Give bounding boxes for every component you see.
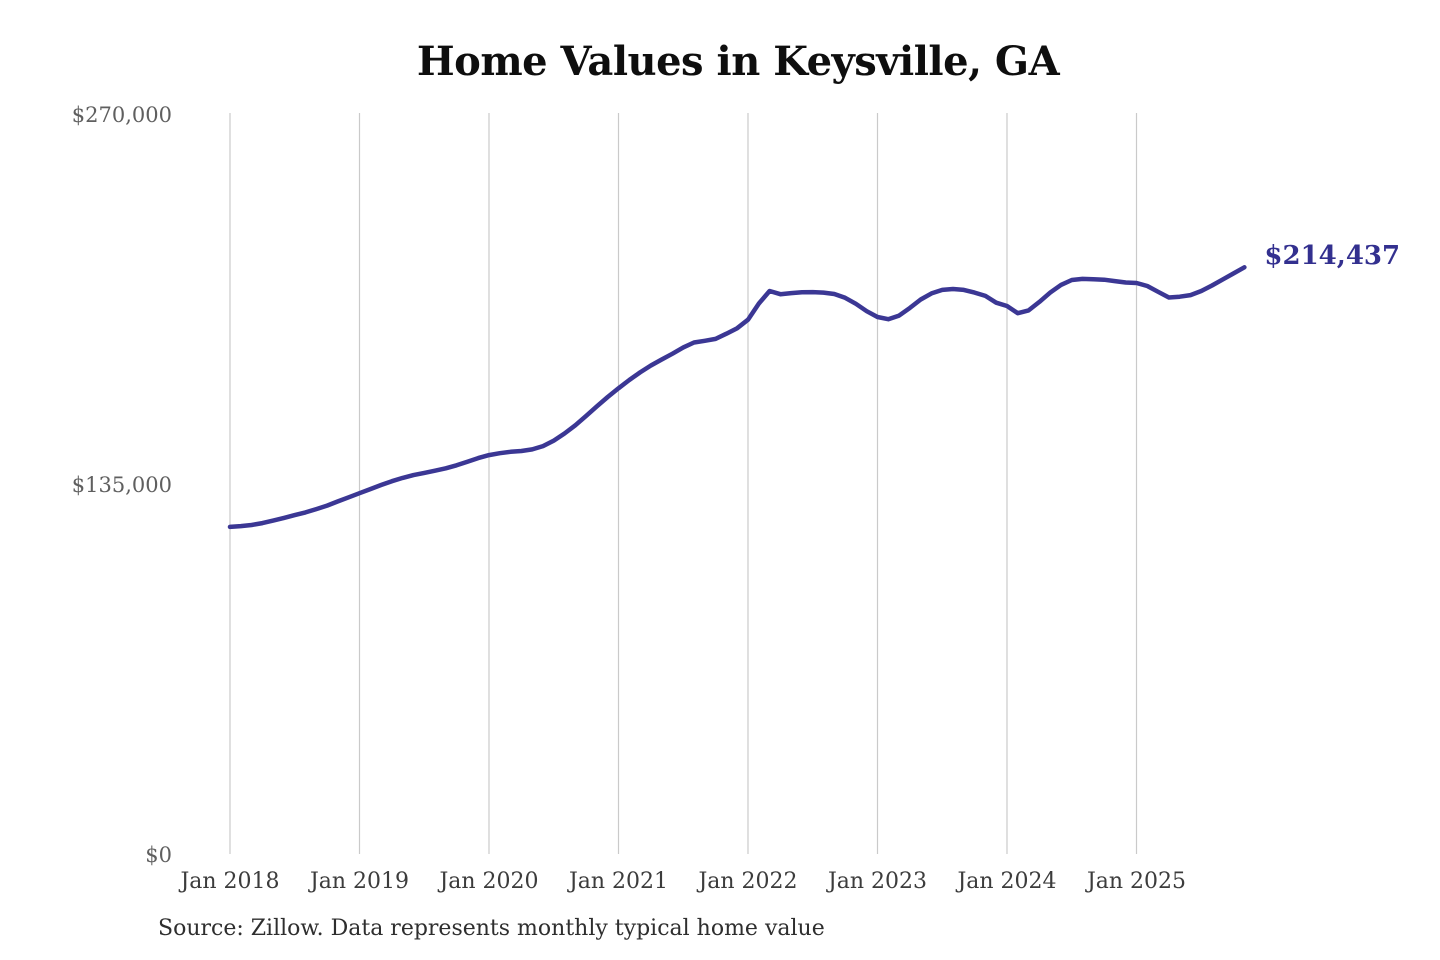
y-axis-tick-label: $0 [145,843,172,867]
x-axis-tick-label: Jan 2019 [308,869,409,894]
home-value-line-series [227,265,1247,530]
x-axis-tick-label: Jan 2021 [567,869,668,894]
x-axis-tick-label: Jan 2022 [696,869,797,894]
x-axis-tick-label: Jan 2025 [1085,869,1186,894]
y-axis-tick-label: $135,000 [72,473,172,497]
source-note: Source: Zillow. Data represents monthly … [158,916,825,941]
x-axis-tick-label: Jan 2018 [178,869,279,894]
x-axis-tick-label: Jan 2024 [955,869,1056,894]
chart-title: Home Values in Keysville, GA [416,38,1060,85]
x-axis-tick-label: Jan 2023 [826,869,927,894]
series-end-value-label: $214,437 [1264,241,1401,272]
y-axis-tick-label: $270,000 [72,103,172,127]
x-axis-tick-label: Jan 2020 [437,869,538,894]
